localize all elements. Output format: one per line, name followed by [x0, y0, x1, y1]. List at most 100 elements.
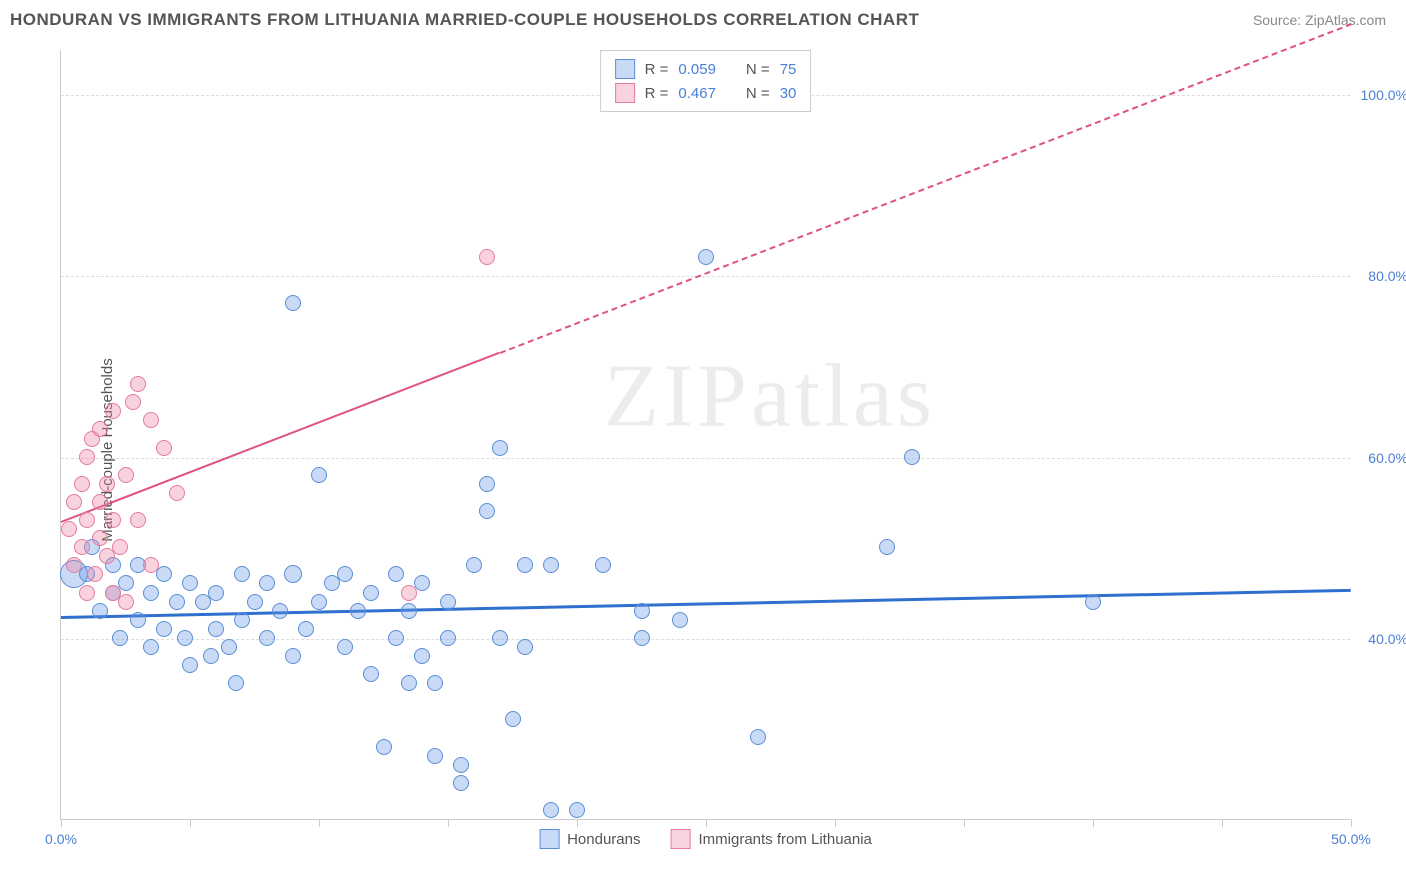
- scatter-point: [479, 503, 495, 519]
- scatter-point: [221, 639, 237, 655]
- stats-legend-box: R = 0.059 N = 75 R = 0.467 N = 30: [600, 50, 812, 112]
- scatter-point: [177, 630, 193, 646]
- scatter-point: [634, 630, 650, 646]
- scatter-point: [376, 739, 392, 755]
- scatter-point: [143, 585, 159, 601]
- scatter-point: [479, 476, 495, 492]
- chart-header: HONDURAN VS IMMIGRANTS FROM LITHUANIA MA…: [0, 0, 1406, 36]
- source-prefix: Source:: [1253, 12, 1305, 28]
- scatter-point: [388, 566, 404, 582]
- scatter-point: [66, 557, 82, 573]
- scatter-point: [440, 594, 456, 610]
- scatter-point: [143, 639, 159, 655]
- scatter-point: [401, 675, 417, 691]
- scatter-point: [182, 657, 198, 673]
- legend-item-series-2: Immigrants from Lithuania: [670, 829, 871, 849]
- x-tick: [319, 819, 320, 827]
- scatter-point: [87, 566, 103, 582]
- scatter-point: [118, 467, 134, 483]
- scatter-point: [543, 557, 559, 573]
- scatter-point: [74, 476, 90, 492]
- scatter-point: [492, 630, 508, 646]
- scatter-point: [479, 249, 495, 265]
- x-tick: [835, 819, 836, 827]
- scatter-point: [130, 376, 146, 392]
- chart-title: HONDURAN VS IMMIGRANTS FROM LITHUANIA MA…: [10, 10, 919, 30]
- swatch-series-2: [670, 829, 690, 849]
- scatter-point: [298, 621, 314, 637]
- scatter-point: [79, 512, 95, 528]
- scatter-point: [234, 566, 250, 582]
- scatter-point: [61, 521, 77, 537]
- scatter-point: [234, 612, 250, 628]
- scatter-point: [517, 639, 533, 655]
- scatter-point: [169, 485, 185, 501]
- scatter-point: [284, 565, 302, 583]
- scatter-point: [311, 594, 327, 610]
- scatter-point: [492, 440, 508, 456]
- scatter-point: [247, 594, 263, 610]
- scatter-point: [105, 403, 121, 419]
- scatter-point: [92, 530, 108, 546]
- plot-area: ZIPatlas 40.0%60.0%80.0%100.0% 0.0%50.0%…: [60, 50, 1350, 820]
- scatter-point: [105, 512, 121, 528]
- scatter-point: [350, 603, 366, 619]
- scatter-point: [125, 394, 141, 410]
- x-tick: [190, 819, 191, 827]
- scatter-point: [143, 557, 159, 573]
- scatter-point: [569, 802, 585, 818]
- bottom-legend: Hondurans Immigrants from Lithuania: [539, 829, 872, 849]
- scatter-point: [79, 585, 95, 601]
- scatter-point: [363, 666, 379, 682]
- y-tick-label: 100.0%: [1361, 87, 1406, 103]
- scatter-point: [904, 449, 920, 465]
- scatter-point: [112, 630, 128, 646]
- n-value-series-1: 75: [780, 61, 797, 78]
- n-label: N =: [746, 85, 770, 102]
- scatter-point: [112, 539, 128, 555]
- scatter-point: [698, 249, 714, 265]
- scatter-point: [427, 675, 443, 691]
- y-tick-label: 60.0%: [1368, 450, 1406, 466]
- swatch-series-2: [615, 83, 635, 103]
- scatter-point: [750, 729, 766, 745]
- n-label: N =: [746, 61, 770, 78]
- scatter-point: [259, 575, 275, 591]
- x-tick: [448, 819, 449, 827]
- scatter-point: [169, 594, 185, 610]
- scatter-point: [311, 467, 327, 483]
- scatter-point: [203, 648, 219, 664]
- scatter-point: [388, 630, 404, 646]
- chart-container: Married-couple Households ZIPatlas 40.0%…: [50, 50, 1390, 850]
- legend-label-series-2: Immigrants from Lithuania: [698, 831, 871, 848]
- x-tick: [1222, 819, 1223, 827]
- stats-row-series-1: R = 0.059 N = 75: [615, 57, 797, 81]
- scatter-points: [61, 50, 1350, 819]
- scatter-point: [92, 494, 108, 510]
- scatter-point: [1085, 594, 1101, 610]
- swatch-series-1: [539, 829, 559, 849]
- scatter-point: [337, 639, 353, 655]
- scatter-point: [156, 566, 172, 582]
- scatter-point: [99, 476, 115, 492]
- scatter-point: [259, 630, 275, 646]
- scatter-point: [130, 612, 146, 628]
- scatter-point: [634, 603, 650, 619]
- scatter-point: [118, 594, 134, 610]
- scatter-point: [79, 449, 95, 465]
- r-value-series-1: 0.059: [678, 61, 716, 78]
- stats-row-series-2: R = 0.467 N = 30: [615, 81, 797, 105]
- legend-label-series-1: Hondurans: [567, 831, 640, 848]
- scatter-point: [401, 603, 417, 619]
- x-tick: [577, 819, 578, 827]
- scatter-point: [156, 440, 172, 456]
- r-value-series-2: 0.467: [678, 85, 716, 102]
- x-tick: [964, 819, 965, 827]
- scatter-point: [427, 748, 443, 764]
- scatter-point: [182, 575, 198, 591]
- scatter-point: [285, 648, 301, 664]
- scatter-point: [440, 630, 456, 646]
- swatch-series-1: [615, 59, 635, 79]
- scatter-point: [453, 775, 469, 791]
- scatter-point: [337, 566, 353, 582]
